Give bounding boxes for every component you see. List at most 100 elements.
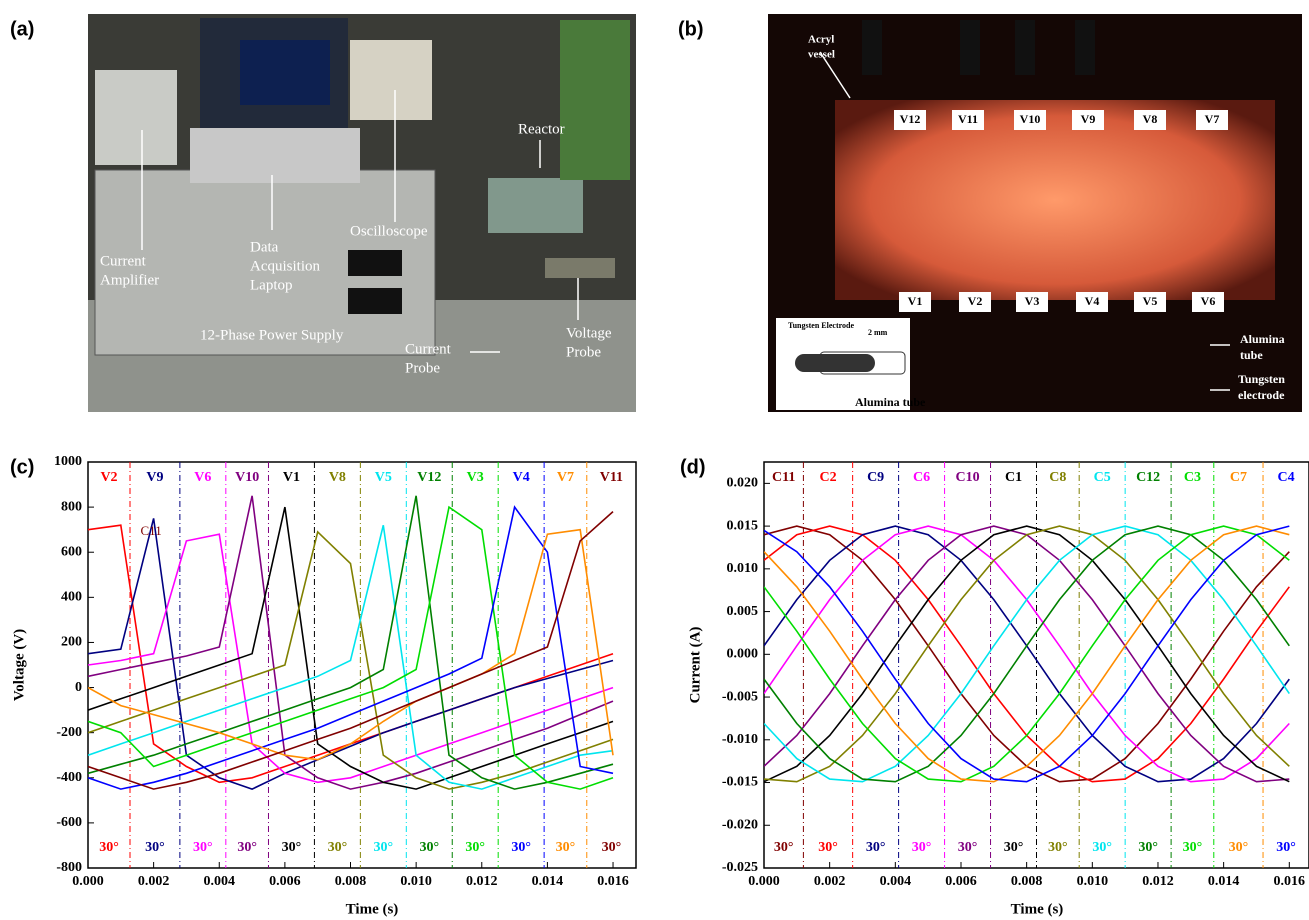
phase-label: 30° [556, 840, 576, 855]
series-label: V2 [100, 470, 117, 485]
series-label: C6 [913, 470, 930, 485]
series-label: V4 [513, 470, 530, 485]
x-tick-label: 0.008 [1011, 874, 1043, 889]
electrode-label: V10 [1020, 112, 1041, 126]
x-tick-label: 0.002 [814, 874, 846, 889]
phase-label: 30° [419, 840, 439, 855]
y-tick-label: 0.000 [727, 647, 759, 662]
series-line [88, 533, 614, 784]
photo-annotation: tube [1240, 348, 1263, 362]
electrode-label-box [1076, 292, 1108, 312]
electrode-label-box [952, 110, 984, 130]
x-tick-label: 0.006 [945, 874, 977, 889]
y-tick-label: -400 [56, 770, 82, 785]
phase-label: 30° [1183, 840, 1203, 855]
y-tick-label: 600 [61, 544, 82, 559]
x-tick-label: 0.014 [1208, 874, 1240, 889]
series-line [764, 525, 1290, 783]
electrode-label-box [959, 292, 991, 312]
series-line [88, 528, 614, 761]
photo-annotation: Acryl [808, 34, 834, 46]
series-label: C4 [1277, 470, 1294, 485]
series-line [764, 525, 1290, 783]
y-tick-label: 0.015 [727, 518, 759, 533]
x-tick-label: 0.006 [269, 874, 301, 889]
series-label: V10 [235, 470, 259, 485]
series-line [764, 525, 1290, 783]
electrode-label: V12 [900, 112, 921, 126]
series-line [764, 525, 1290, 783]
x-tick-label: 0.012 [466, 874, 498, 889]
series-line [88, 511, 614, 790]
electrode-label: V11 [958, 112, 978, 126]
plot-area: V2 30° V9 30° V6 30° V10 30° V1 30° V8 30° V5 30° V12 3… [88, 462, 623, 868]
y-axis-title: Voltage (V) [11, 629, 27, 701]
series-label: C12 [1136, 470, 1160, 485]
series-line [88, 518, 614, 790]
series-line [764, 525, 1290, 783]
series-line [88, 495, 614, 790]
phase-label: 30° [1048, 840, 1068, 855]
series-line [764, 525, 1290, 783]
photo-a [88, 14, 636, 412]
series-label: V11 [600, 470, 623, 485]
phase-label: 30° [99, 840, 119, 855]
series-line [88, 530, 614, 790]
y-tick-label: -0.010 [722, 732, 758, 747]
electrode-label: V1 [908, 294, 923, 308]
x-tick-label: 0.004 [880, 874, 912, 889]
y-tick-label: 800 [61, 499, 82, 514]
electrode-label-box [894, 110, 926, 130]
phase-label: 30° [774, 840, 794, 855]
series-label: V5 [375, 470, 392, 485]
phase-label: 30° [958, 840, 978, 855]
x-tick-label: 0.016 [597, 874, 629, 889]
photo-annotation: Probe [405, 360, 440, 376]
y-tick-label: 200 [61, 635, 82, 650]
series-label: V3 [467, 470, 484, 485]
y-tick-label: -0.020 [722, 817, 758, 832]
photo-annotation: Probe [566, 344, 601, 360]
series-label: C7 [1230, 470, 1247, 485]
series-label: V12 [417, 470, 441, 485]
photo-annotation: 12-Phase Power Supply [200, 327, 344, 343]
x-axis-title: Time (s) [1011, 901, 1064, 917]
photo-annotation: Current [405, 341, 452, 357]
photo-annotation: Tungsten [1238, 372, 1285, 386]
panel-label: (a) [10, 18, 34, 40]
y-tick-label: -800 [56, 860, 82, 875]
x-tick-label: 0.008 [335, 874, 367, 889]
y-tick-label: 400 [61, 590, 82, 605]
phase-label: 30° [1004, 840, 1024, 855]
annotation-arrows [141, 51, 1230, 391]
electrode-label-box [1134, 110, 1166, 130]
phase-label: 30° [1138, 840, 1158, 855]
y-tick-label: 0.010 [727, 561, 759, 576]
chart-annotation: C11 [141, 523, 162, 538]
photo-annotation: Voltage [566, 325, 612, 341]
phase-label: 30° [328, 840, 348, 855]
phase-label: 30° [912, 840, 932, 855]
series-line [764, 525, 1290, 783]
series-line [88, 506, 614, 790]
y-tick-label: -0.015 [722, 775, 758, 790]
x-tick-label: 0.014 [532, 874, 564, 889]
photo-annotation: 2 mm [868, 328, 888, 337]
electrode-label-box [1134, 292, 1166, 312]
electrode-label: V2 [968, 294, 983, 308]
x-tick-label: 0.002 [138, 874, 170, 889]
phase-label: 30° [237, 840, 257, 855]
x-tick-label: 0.000 [748, 874, 780, 889]
series-label: V9 [146, 470, 163, 485]
series-line [88, 505, 614, 790]
series-label: C9 [867, 470, 884, 485]
electrode-label-box [1016, 292, 1048, 312]
y-tick-label: 0.005 [727, 604, 759, 619]
electrode-label: V6 [1201, 294, 1216, 308]
phase-label: 30° [1276, 840, 1296, 855]
y-tick-label: 1000 [54, 454, 82, 469]
x-axis-title: Time (s) [346, 901, 399, 917]
series-line [764, 525, 1290, 783]
y-tick-label: -600 [56, 815, 82, 830]
